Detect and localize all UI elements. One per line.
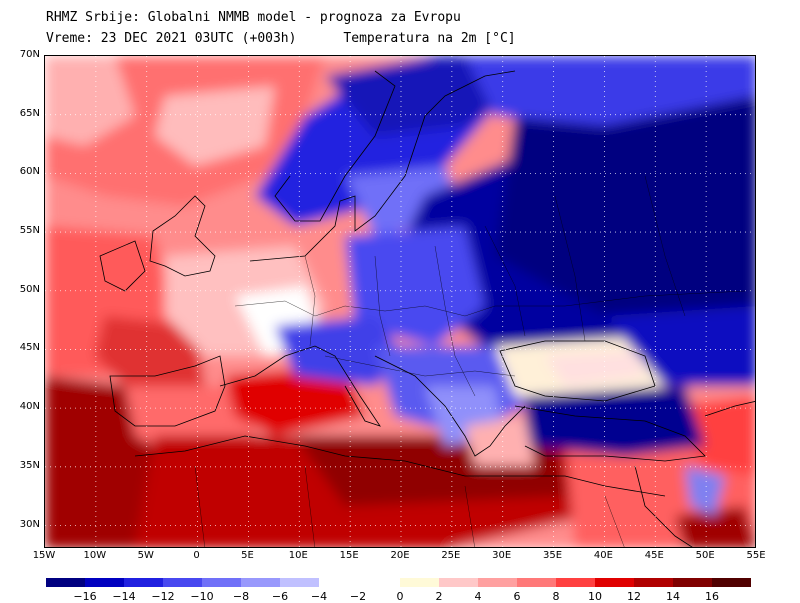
colorbar-tick-label: 12 xyxy=(627,590,641,603)
latitude-label: 55N xyxy=(19,225,40,237)
colorbar-swatch xyxy=(85,578,124,587)
longitude-label: 40E xyxy=(593,550,613,561)
coastlines xyxy=(99,70,755,547)
colorbar-swatch xyxy=(439,578,478,587)
colorbar-swatch xyxy=(595,578,634,587)
colorbar-tick-label: 10 xyxy=(588,590,602,603)
latitude-label: 35N xyxy=(19,459,40,471)
colorbar-tick-label: −4 xyxy=(310,590,328,603)
latitude-label: 65N xyxy=(19,107,40,119)
temperature-field xyxy=(45,56,755,547)
colorbar-tick-label: −14 xyxy=(112,590,136,603)
longitude-label: 35E xyxy=(543,550,563,561)
longitude-label: 50E xyxy=(695,550,715,561)
latitude-label: 60N xyxy=(19,166,40,178)
colorbar-tick-label: 8 xyxy=(552,590,560,603)
colorbar-swatch xyxy=(556,578,595,587)
colorbar-tick-label: 2 xyxy=(435,590,443,603)
colorbar-tick-label: −10 xyxy=(190,590,214,603)
colorbar-tick-label: 4 xyxy=(474,590,482,603)
longitude-label: 20E xyxy=(390,550,410,561)
colorbar-tick-label: 14 xyxy=(666,590,680,603)
colorbar-swatch xyxy=(280,578,319,587)
colorbar-swatch xyxy=(202,578,241,587)
longitude-label: 55E xyxy=(746,550,766,561)
colorbar-swatch xyxy=(163,578,202,587)
colorbar-tick-label: −12 xyxy=(151,590,175,603)
colorbar-swatch xyxy=(124,578,163,587)
colorbar-swatch xyxy=(478,578,517,587)
colorbar-tick-label: −6 xyxy=(271,590,289,603)
colorbar-tick-label: 6 xyxy=(513,590,521,603)
colorbar-tick-label: −16 xyxy=(73,590,97,603)
longitude-label: 0 xyxy=(193,550,200,561)
map-title: RHMZ Srbije: Globalni NMMB model - progn… xyxy=(46,10,461,25)
longitude-label: 30E xyxy=(492,550,512,561)
latitude-label: 70N xyxy=(19,49,40,60)
latitude-label: 30N xyxy=(19,518,40,530)
colorbar-swatch xyxy=(673,578,712,587)
colorbar-swatch xyxy=(46,578,85,587)
latitude-label: 50N xyxy=(19,283,40,295)
colorbar-tick-label: 16 xyxy=(705,590,719,603)
colorbar-swatch xyxy=(634,578,673,587)
longitude-label: 5E xyxy=(241,550,254,561)
colorbar-swatch xyxy=(241,578,280,587)
latitude-label: 40N xyxy=(19,401,40,413)
country-borders xyxy=(194,175,746,547)
colorbar-swatch xyxy=(517,578,556,587)
longitude-label: 10W xyxy=(83,550,107,561)
colorbar-tick-label: 0 xyxy=(396,590,404,603)
longitude-label: 15E xyxy=(339,550,359,561)
longitude-label: 10E xyxy=(288,550,308,561)
colorbar-tick-label: −8 xyxy=(232,590,250,603)
longitude-label: 15W xyxy=(32,550,56,561)
latitude-label: 45N xyxy=(19,342,40,354)
map-subtitle: Vreme: 23 DEC 2021 03UTC (+003h) Tempera… xyxy=(46,31,516,46)
longitude-label: 25E xyxy=(441,550,461,561)
longitude-label: 45E xyxy=(644,550,664,561)
temperature-map xyxy=(44,55,756,548)
longitude-label: 5W xyxy=(137,550,154,561)
lat-lon-grid xyxy=(45,56,755,547)
colorbar-swatch xyxy=(712,578,751,587)
colorbar-swatch xyxy=(400,578,439,587)
colorbar-tick-label: −2 xyxy=(349,590,367,603)
